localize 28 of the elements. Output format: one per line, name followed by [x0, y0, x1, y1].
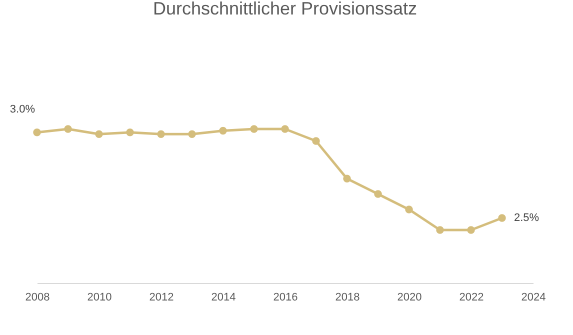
point	[188, 130, 196, 138]
x-tick-label: 2024	[521, 292, 546, 304]
point	[467, 226, 475, 234]
point	[126, 128, 134, 136]
point	[95, 130, 103, 138]
point	[498, 214, 506, 222]
x-tick-label: 2016	[273, 292, 298, 304]
x-tick-label: 2020	[397, 292, 422, 304]
x-tick-label: 2010	[87, 292, 112, 304]
data-label: 2.5%	[514, 212, 540, 224]
chart-title: Durchschnittlicher Provisionssatz	[152, 0, 418, 18]
point	[157, 130, 165, 138]
point	[281, 125, 289, 133]
data-label: 3.0%	[10, 103, 36, 116]
point	[405, 206, 413, 214]
point	[250, 125, 258, 133]
point	[33, 128, 41, 136]
x-tick-label: 2014	[211, 292, 236, 304]
point	[219, 126, 227, 135]
point	[64, 125, 72, 133]
x-tick-label: 2022	[459, 292, 484, 304]
point	[343, 174, 351, 183]
point	[312, 137, 320, 145]
x-tick-label: 2008	[25, 292, 50, 304]
point	[436, 226, 444, 234]
x-tick-label: 2018	[335, 292, 360, 304]
point	[374, 190, 382, 198]
x-tick-label: 2012	[149, 292, 174, 304]
